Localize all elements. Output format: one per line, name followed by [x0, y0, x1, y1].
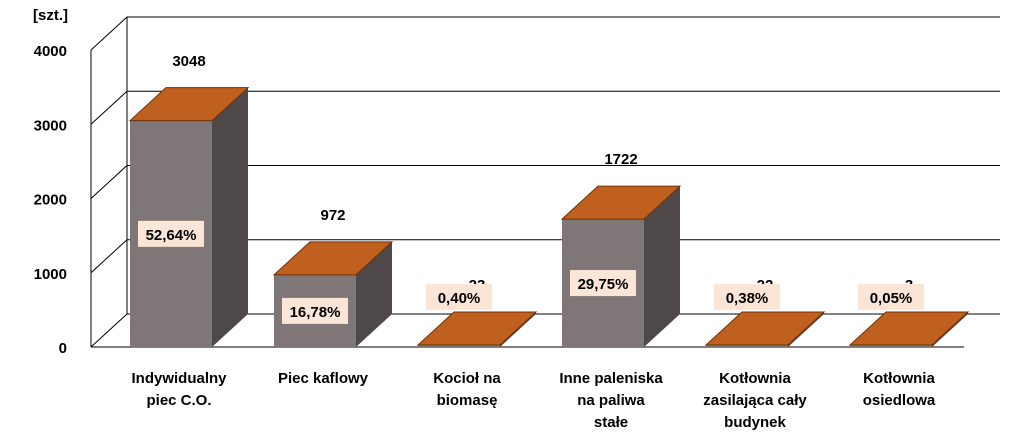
svg-text:0,40%: 0,40% — [438, 290, 481, 307]
gridline — [90, 16, 1000, 51]
x-axis-categories: Indywidualny piec C.O. Piec kaflowy Kocioł … — [131, 370, 935, 431]
svg-text:0,38%: 0,38% — [726, 290, 769, 307]
bars — [128, 87, 970, 347]
svg-text:52,64%: 52,64% — [146, 227, 197, 244]
bar — [272, 241, 394, 347]
percent-label: 29,75% — [570, 270, 636, 297]
chart-grid — [90, 16, 1000, 348]
svg-text:16,78%: 16,78% — [290, 304, 341, 321]
y-tick-label: 0 — [59, 340, 67, 357]
y-tick-label: 1000 — [34, 266, 67, 283]
svg-text:0,05%: 0,05% — [870, 290, 913, 307]
svg-text:29,75%: 29,75% — [578, 276, 629, 293]
value-label: 1722 — [604, 151, 637, 168]
category-label: Kotłownia osiedlowa — [863, 370, 936, 409]
y-axis: [szt.] 0 1000 2000 3000 4000 — [33, 7, 68, 357]
value-label: 972 — [320, 207, 345, 224]
data-labels: 304852,64%97216,78%230,40%172229,75%220,… — [138, 53, 924, 324]
bar — [848, 311, 970, 347]
bar — [128, 87, 250, 347]
bar — [416, 311, 538, 347]
y-tick-label: 4000 — [34, 43, 67, 60]
bar — [704, 311, 826, 347]
y-tick-label: 2000 — [34, 192, 67, 209]
percent-label: 52,64% — [138, 220, 204, 247]
category-label: Kotłownia zasilająca cały budynek — [703, 370, 807, 431]
percent-label: 0,40% — [426, 284, 492, 310]
bar — [560, 185, 682, 347]
category-label: Piec kaflowy — [278, 370, 369, 387]
y-tick-label: 3000 — [34, 117, 67, 134]
percent-label: 0,05% — [858, 284, 924, 310]
category-label: Kocioł na biomasę — [433, 370, 501, 409]
percent-label: 0,38% — [714, 284, 780, 310]
category-label: Indywidualny piec C.O. — [131, 370, 227, 409]
y-axis-title: [szt.] — [33, 7, 68, 24]
category-label: Inne paleniska na paliwa stałe — [559, 370, 663, 431]
value-label: 3048 — [172, 53, 205, 70]
percent-label: 16,78% — [282, 297, 348, 324]
